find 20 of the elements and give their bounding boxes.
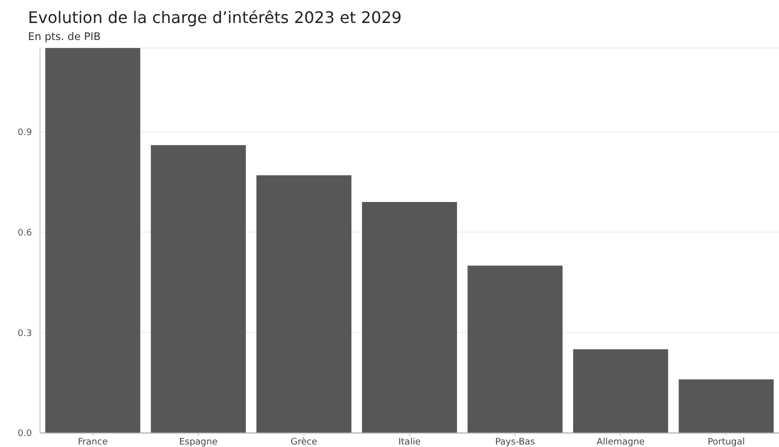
x-tick-label: France xyxy=(78,437,108,447)
chart-title: Evolution de la charge d’intérêts 2023 et 2029 xyxy=(28,8,402,27)
x-tick-label: Espagne xyxy=(179,437,218,447)
y-tick-label: 0.3 xyxy=(18,328,32,339)
x-tick-label: Pays-Bas xyxy=(495,437,536,447)
x-tick-label: Grèce xyxy=(290,436,318,447)
y-tick-label: 0.6 xyxy=(18,228,32,238)
x-tick-label: Italie xyxy=(398,437,422,447)
x-tick-label: Portugal xyxy=(708,437,745,447)
bar xyxy=(678,379,774,433)
x-tick-label: Allemagne xyxy=(596,437,646,447)
bar xyxy=(573,349,668,433)
bar xyxy=(150,145,246,433)
chart-subtitle: En pts. de PIB xyxy=(28,31,101,43)
bar xyxy=(45,48,140,433)
y-tick-label: 0.0 xyxy=(18,429,32,440)
bar xyxy=(362,202,457,433)
y-tick-label: 0.9 xyxy=(18,128,32,138)
bar xyxy=(256,175,352,433)
bar xyxy=(468,266,563,433)
